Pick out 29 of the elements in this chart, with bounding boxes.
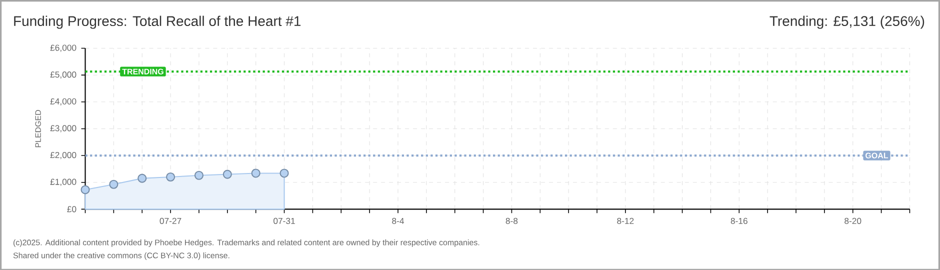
y-tick-label: £6,000 [50,44,76,52]
x-tick-label: 8-4 [392,218,404,224]
point [280,168,289,178]
ref-line-label: TRENDING [122,68,164,74]
x-tick-label: 8-12 [617,218,634,224]
text: (c)2025. Additional content provided by Phoebe Hedges. Trademarks and related content are owned by their respective companies. [14,239,480,247]
chart-title: Funding Progress: Total Recall of the Heart #1 [14,16,301,29]
point [166,172,176,182]
point [222,170,232,179]
x-tick-label: 8-20 [844,218,862,224]
y-axis-title: PLEDGED [35,110,41,147]
y-tick-label: £0 [67,206,76,212]
x-tick-label: 07-31 [274,218,295,224]
ref-line-label: GOAL [866,152,888,158]
x-tick-label: 07-27 [160,218,182,224]
point [80,184,90,194]
y-tick-label: £3,000 [50,124,76,132]
x-tick-label: 8-8 [506,218,518,224]
text: Shared under the creative commons (CC BY-NC 3.0) license. [13,252,230,260]
y-tick-label: £2,000 [50,152,76,159]
point [251,168,260,178]
y-tick-label: £4,000 [50,98,76,106]
chart-subtitle: Trending: £5,131 (256%) [770,16,924,29]
point [138,174,147,183]
y-tick-label: £1,000 [50,178,76,186]
x-tick-label: 8-16 [730,218,748,224]
y-tick-label: £5,000 [50,71,76,78]
point [194,170,204,180]
point [109,180,118,189]
